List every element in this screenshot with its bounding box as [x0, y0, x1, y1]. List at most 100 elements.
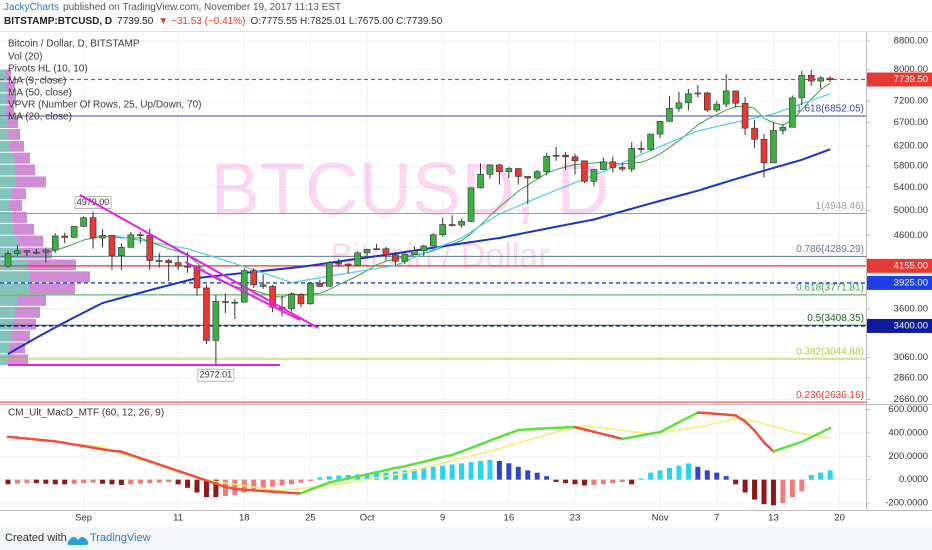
- histogram-bar: [827, 470, 833, 480]
- histogram-bar: [534, 472, 540, 480]
- histogram-bar: [147, 479, 153, 484]
- candle-body: [448, 224, 456, 226]
- vpvr-down: [8, 354, 28, 366]
- price-tag-label: 7739.50: [894, 74, 928, 85]
- macd-segment: [517, 428, 529, 432]
- candle-body: [618, 167, 626, 170]
- macd-segment: [715, 412, 728, 416]
- histogram-bar: [600, 479, 606, 485]
- candle-body: [647, 133, 654, 150]
- y-tick-label: 400.0000: [888, 428, 928, 439]
- macd-segment: [167, 466, 180, 473]
- macd-segment: [91, 446, 104, 451]
- vpvr-down: [12, 212, 27, 223]
- macd-segment: [205, 479, 218, 485]
- macd-segment: [573, 425, 586, 431]
- histogram-bar: [326, 476, 332, 480]
- macd-segment: [214, 482, 227, 489]
- vpvr-up: [0, 342, 10, 354]
- macd-segment: [224, 485, 237, 491]
- brand[interactable]: TradingView: [90, 532, 151, 544]
- candle-body: [807, 74, 815, 82]
- footer: Created with TradingView: [0, 527, 932, 550]
- macd-segment: [243, 488, 255, 492]
- histogram-bar: [676, 465, 682, 480]
- histogram-bar: [317, 477, 323, 480]
- macd-segment: [507, 428, 520, 435]
- vpvr-down: [14, 152, 30, 164]
- macd-segment: [422, 458, 435, 463]
- vpvr-up: [0, 140, 10, 152]
- last-price: 7739.50: [117, 16, 154, 27]
- macd-segment: [639, 432, 652, 437]
- macd-segment: [592, 430, 605, 436]
- x-tick-label: 11: [173, 513, 183, 524]
- candle-body: [477, 174, 484, 189]
- macd-segment: [762, 441, 775, 453]
- vpvr-down: [30, 271, 90, 283]
- candle-body: [609, 161, 617, 168]
- vpvr-up: [0, 176, 16, 188]
- vpvr-up: [0, 152, 14, 164]
- vpvr-down: [15, 306, 40, 318]
- candle-body: [222, 301, 229, 303]
- vpvr-down: [16, 176, 46, 188]
- histogram-bar: [544, 476, 550, 480]
- vpvr-down: [12, 330, 30, 342]
- y-tick-label: 200.0000: [888, 451, 928, 462]
- vpvr-up: [0, 81, 6, 93]
- macd-segment: [148, 459, 161, 466]
- macd-segment: [394, 465, 407, 470]
- author[interactable]: JackyCharts: [4, 2, 59, 13]
- vpvr-up: [0, 93, 6, 105]
- vpvr-up: [0, 129, 8, 140]
- macd-segment: [696, 411, 709, 415]
- macd-segment: [110, 449, 123, 453]
- macd-segment: [309, 484, 322, 491]
- candle-body: [99, 235, 106, 239]
- candle-body: [259, 284, 267, 287]
- pivot-box: [197, 368, 235, 382]
- macd-segment: [772, 446, 785, 453]
- histogram-bar: [307, 479, 313, 481]
- histogram-bar: [704, 470, 710, 480]
- candle-body: [789, 97, 796, 128]
- macd-segment: [621, 435, 633, 441]
- moving-average: [45, 82, 831, 298]
- vpvr-down: [10, 140, 24, 152]
- candle-body: [741, 102, 749, 129]
- histogram-bar: [430, 466, 436, 480]
- histogram-bar: [194, 479, 200, 493]
- histogram-bar: [71, 479, 77, 484]
- vpvr-down: [10, 200, 22, 212]
- candle-body: [656, 121, 664, 135]
- histogram-bar: [203, 479, 209, 498]
- y-tick-label: 5400.00: [894, 182, 928, 193]
- macd-segment: [63, 441, 76, 446]
- histogram-bar: [392, 471, 398, 480]
- legend-item: MA (9, close): [8, 76, 66, 87]
- vpvr-down: [30, 283, 75, 295]
- vpvr-down: [5, 69, 11, 81]
- vpvr-up: [0, 164, 15, 176]
- histogram-bar: [374, 473, 380, 480]
- candle-body: [89, 217, 97, 239]
- candle-body: [562, 154, 569, 158]
- moving-average: [7, 148, 831, 355]
- candle-body: [61, 235, 69, 238]
- histogram-bar: [648, 472, 654, 480]
- vpvr-down: [12, 188, 26, 200]
- histogram-bar: [714, 472, 720, 480]
- candle-body: [401, 253, 409, 262]
- y-tick-label: 2660.00: [894, 394, 928, 405]
- macd-segment: [479, 439, 492, 446]
- fib-label: 0.786(4289.29): [796, 244, 864, 255]
- vpvr-up: [0, 354, 8, 366]
- vpvr-up: [0, 271, 30, 283]
- macd-segment: [753, 429, 766, 444]
- histogram-bar: [638, 478, 644, 480]
- macd-title: CM_Ult_MacD_MTF (60, 12, 26, 9): [8, 408, 164, 419]
- vpvr-down: [6, 105, 14, 117]
- candle-body: [51, 235, 59, 251]
- histogram-bar: [128, 479, 134, 485]
